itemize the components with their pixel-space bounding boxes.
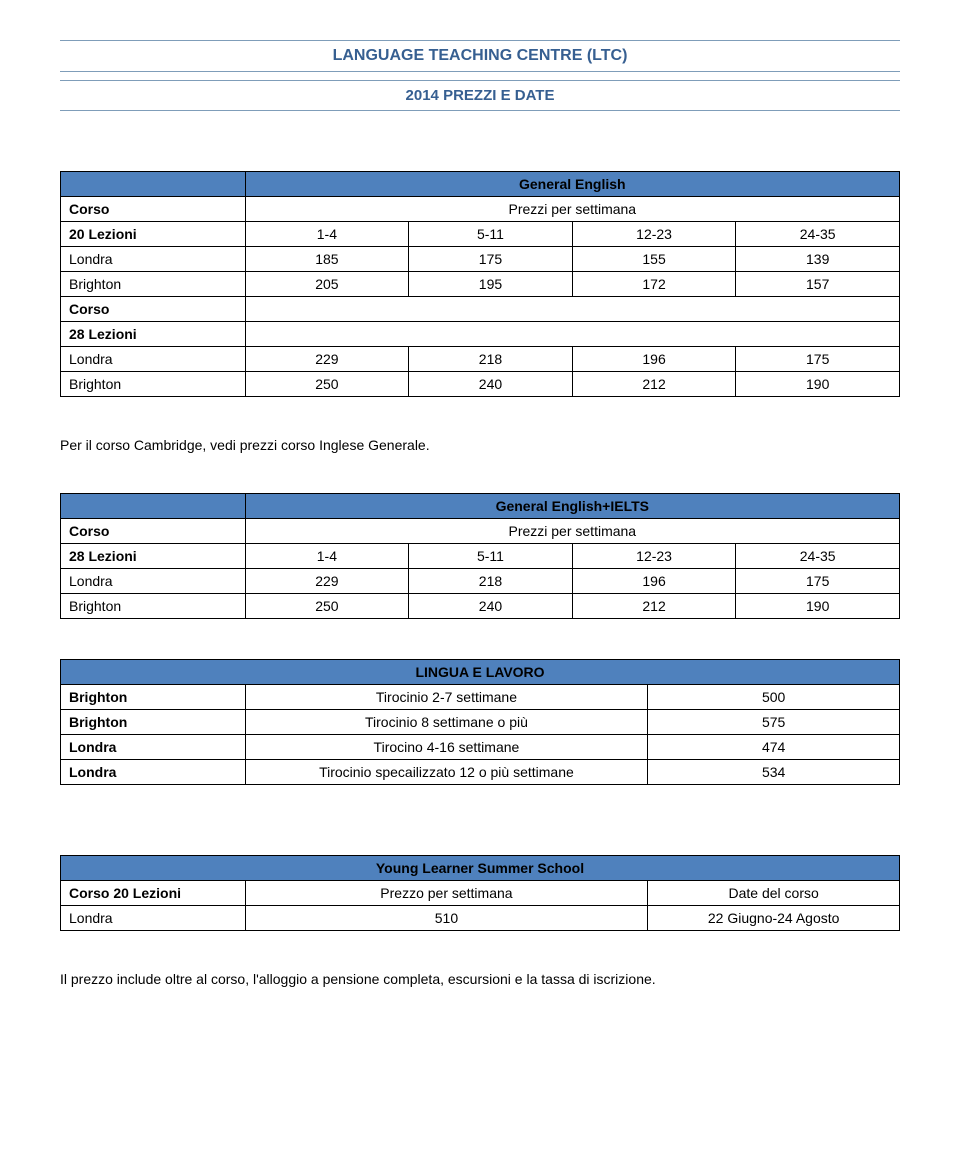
col-5-11: 5-11 (409, 544, 573, 569)
table-row: Londra Tirocinio specailizzato 12 o più … (61, 760, 900, 785)
table1-title: General English (245, 172, 899, 197)
desc: Tirocinio specailizzato 12 o più settima… (245, 760, 648, 785)
val: 575 (648, 710, 900, 735)
empty-cell (61, 494, 246, 519)
cell: 229 (245, 569, 409, 594)
col-5-11: 5-11 (409, 222, 573, 247)
desc: Tirocinio 8 settimane o più (245, 710, 648, 735)
lezioni28-label: 28 Lezioni (61, 544, 246, 569)
row-label: Londra (61, 347, 246, 372)
cell: 196 (572, 569, 736, 594)
cell: 212 (572, 372, 736, 397)
cell: 172 (572, 272, 736, 297)
table-row: Londra 185 175 155 139 (61, 247, 900, 272)
val: 500 (648, 685, 900, 710)
footer-note: Il prezzo include oltre al corso, l'allo… (60, 971, 900, 987)
desc: Tirocinio 2-7 settimane (245, 685, 648, 710)
table-row: Brighton Tirocinio 8 settimane o più 575 (61, 710, 900, 735)
cell: 175 (736, 569, 900, 594)
table-row: Londra Tirocino 4-16 settimane 474 (61, 735, 900, 760)
empty-cell (245, 322, 899, 347)
row-label: Londra (61, 569, 246, 594)
col-header: Date del corso (648, 881, 900, 906)
row-label: Brighton (61, 710, 246, 735)
cell: 196 (572, 347, 736, 372)
table-row: Londra 229 218 196 175 (61, 347, 900, 372)
empty-cell (61, 172, 246, 197)
table-row: Londra 229 218 196 175 (61, 569, 900, 594)
col-1-4: 1-4 (245, 544, 409, 569)
table2-title: General English+IELTS (245, 494, 899, 519)
cambridge-note: Per il corso Cambridge, vedi prezzi cors… (60, 437, 900, 453)
cell: 218 (409, 347, 573, 372)
empty-cell (245, 297, 899, 322)
col-header: Corso 20 Lezioni (61, 881, 246, 906)
col-12-23: 12-23 (572, 222, 736, 247)
cell: 185 (245, 247, 409, 272)
lingua-lavoro-table: LINGUA E LAVORO Brighton Tirocinio 2-7 s… (60, 659, 900, 785)
col-12-23: 12-23 (572, 544, 736, 569)
young-learner-table: Young Learner Summer School Corso 20 Lez… (60, 855, 900, 931)
ielts-table: General English+IELTS Corso Prezzi per s… (60, 493, 900, 619)
cell: 190 (736, 372, 900, 397)
table-row: Brighton 205 195 172 157 (61, 272, 900, 297)
corso-label: Corso (61, 197, 246, 222)
table-row: Londra 510 22 Giugno-24 Agosto (61, 906, 900, 931)
table-row: Brighton Tirocinio 2-7 settimane 500 (61, 685, 900, 710)
cell: 139 (736, 247, 900, 272)
col-header: Prezzo per settimana (245, 881, 648, 906)
page-subtitle: 2014 PREZZI E DATE (60, 80, 900, 111)
row-label: Londra (61, 735, 246, 760)
row-label: Londra (61, 247, 246, 272)
col-24-35: 24-35 (736, 222, 900, 247)
table3-title: LINGUA E LAVORO (61, 660, 900, 685)
val: 534 (648, 760, 900, 785)
page-title: LANGUAGE TEACHING CENTRE (LTC) (60, 40, 900, 72)
cell: 175 (736, 347, 900, 372)
row-label: Brighton (61, 272, 246, 297)
cell: 175 (409, 247, 573, 272)
prezzi-label: Prezzi per settimana (245, 519, 899, 544)
cell: 157 (736, 272, 900, 297)
lezioni20-label: 20 Lezioni (61, 222, 246, 247)
general-english-table: General English Corso Prezzi per settima… (60, 171, 900, 397)
cell: 190 (736, 594, 900, 619)
row-label: Brighton (61, 685, 246, 710)
row-label: Londra (61, 906, 246, 931)
cell: 250 (245, 372, 409, 397)
cell: 510 (245, 906, 648, 931)
row-label: Londra (61, 760, 246, 785)
cell: 205 (245, 272, 409, 297)
desc: Tirocino 4-16 settimane (245, 735, 648, 760)
corso-label: Corso (61, 519, 246, 544)
cell: 22 Giugno-24 Agosto (648, 906, 900, 931)
cell: 240 (409, 594, 573, 619)
cell: 229 (245, 347, 409, 372)
cell: 195 (409, 272, 573, 297)
cell: 218 (409, 569, 573, 594)
col-1-4: 1-4 (245, 222, 409, 247)
cell: 155 (572, 247, 736, 272)
val: 474 (648, 735, 900, 760)
table-row: Brighton 250 240 212 190 (61, 372, 900, 397)
lezioni28-label: 28 Lezioni (61, 322, 246, 347)
row-label: Brighton (61, 372, 246, 397)
cell: 212 (572, 594, 736, 619)
cell: 240 (409, 372, 573, 397)
row-label: Brighton (61, 594, 246, 619)
corso-label-2: Corso (61, 297, 246, 322)
prezzi-label: Prezzi per settimana (245, 197, 899, 222)
col-24-35: 24-35 (736, 544, 900, 569)
table-row: Brighton 250 240 212 190 (61, 594, 900, 619)
cell: 250 (245, 594, 409, 619)
table4-title: Young Learner Summer School (61, 856, 900, 881)
